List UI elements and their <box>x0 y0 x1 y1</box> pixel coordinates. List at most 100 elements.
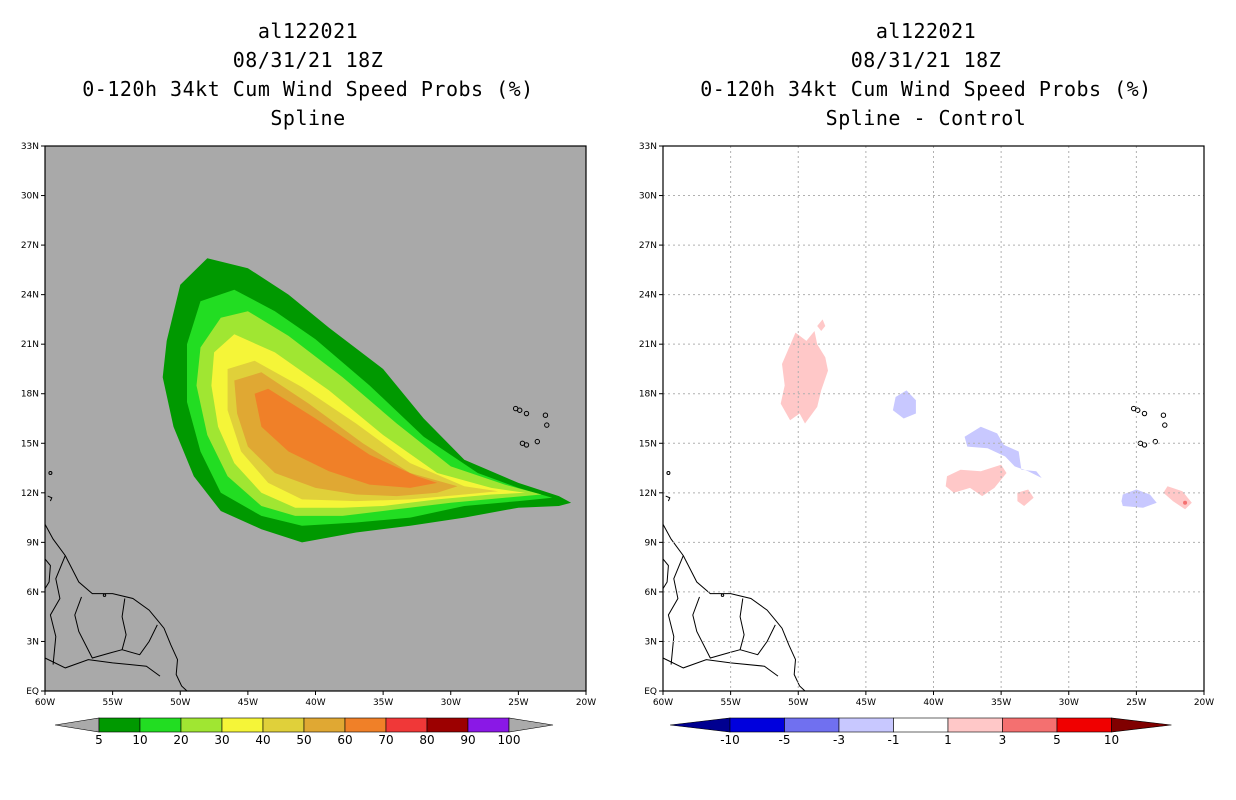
y-tick-label: 33N <box>21 142 39 152</box>
y-tick-label: 30N <box>21 192 39 202</box>
x-tick-label: 60W <box>35 698 55 708</box>
y-tick-label: 9N <box>645 538 657 548</box>
colorbar-swatch <box>303 717 346 733</box>
y-tick-label: 12N <box>639 489 657 499</box>
y-tick-label: 9N <box>27 538 39 548</box>
colorbar-swatch <box>893 717 949 733</box>
cabo-verde-island-3 <box>1160 412 1167 418</box>
cabo-verde-island-4 <box>1162 422 1168 428</box>
colorbar-label: -10 <box>720 733 740 747</box>
colorbar-label: 100 <box>498 733 521 747</box>
y-tick-label: 21N <box>21 340 39 350</box>
y-tick-label: 24N <box>21 291 39 301</box>
cabo-verde-island-5 <box>1152 438 1159 445</box>
cabo-verde-island-1 <box>517 407 523 413</box>
cabo-verde-island-4 <box>544 422 550 428</box>
x-tick-label: 40W <box>305 698 325 708</box>
left-probability-map: 60W 55W 50W 45W 40W 35W 30W 25W 20W EQ 3N 6N 9N 12N 15… <box>21 142 596 708</box>
x-tick-label: 50W <box>170 698 190 708</box>
colorbar-label: 30 <box>214 733 229 747</box>
right-storm-id: al122021 <box>875 19 977 43</box>
colorbar-low-arrow <box>670 717 731 733</box>
y-tick-label: 27N <box>21 241 39 251</box>
colorbar-swatch <box>385 717 428 733</box>
coastlines <box>44 405 550 692</box>
colorbar-high-arrow <box>1111 717 1172 733</box>
small-island <box>102 593 107 597</box>
right-datetime: 08/31/21 18Z <box>850 48 1002 72</box>
left-method-title: Spline <box>270 106 346 130</box>
colorbar-label: 90 <box>460 733 475 747</box>
x-tick-label: 55W <box>720 698 740 708</box>
colorbar-label: 3 <box>999 733 1007 747</box>
positive-difference-core <box>1183 500 1188 505</box>
colorbar-swatch <box>180 717 223 733</box>
colorbar-label: 70 <box>378 733 393 747</box>
french-guiana-border <box>739 598 776 656</box>
colorbar-swatch <box>467 717 510 733</box>
positive-difference-region-0 <box>780 331 828 424</box>
colorbar-label: 60 <box>337 733 352 747</box>
colorbar-label: 20 <box>173 733 188 747</box>
y-tick-label: 6N <box>27 588 39 598</box>
x-tick-label: 40W <box>923 698 943 708</box>
x-tick-label: 25W <box>1126 698 1146 708</box>
y-tick-label: 3N <box>27 637 39 647</box>
x-tick-label: 20W <box>576 698 596 708</box>
barbados-island <box>666 471 671 475</box>
positive-difference-region-1 <box>817 319 826 331</box>
y-tick-label: 30N <box>639 192 657 202</box>
barbados-island <box>48 471 53 475</box>
colorbar-label: 10 <box>1104 733 1119 747</box>
x-tick-label: 35W <box>373 698 393 708</box>
colorbar-label: -1 <box>888 733 900 747</box>
colorbar-swatch <box>344 717 387 733</box>
colorbar-swatch <box>729 717 785 733</box>
cabo-verde-island-7 <box>519 440 526 446</box>
y-tick-label: 12N <box>21 489 39 499</box>
negative-difference-region-6 <box>964 426 1042 478</box>
y-tick-label: 33N <box>639 142 657 152</box>
colorbar-label: 1 <box>944 733 952 747</box>
french-guiana-border <box>121 598 158 656</box>
venezuela-coast <box>44 558 51 589</box>
y-tick-label: 3N <box>645 637 657 647</box>
x-tick-label: 50W <box>788 698 808 708</box>
left-storm-id: al122021 <box>257 19 359 43</box>
cabo-verde-island-1 <box>1135 407 1141 413</box>
antilles-island <box>47 495 53 502</box>
right-difference-map: 60W 55W 50W 45W 40W 35W 30W 25W 20W EQ 3N 6N 9N 12N 15… <box>639 142 1214 708</box>
positive-difference-region-3 <box>1017 489 1034 506</box>
colorbar-label: 5 <box>95 733 103 747</box>
brazil-border <box>662 657 779 677</box>
antilles-island <box>665 495 671 502</box>
x-tick-label: 30W <box>441 698 461 708</box>
y-tick-label: 15N <box>639 439 657 449</box>
left-product-title: 0-120h 34kt Cum Wind Speed Probs (%) <box>82 77 534 101</box>
colorbar-swatch <box>139 717 182 733</box>
x-tick-label: 20W <box>1194 698 1214 708</box>
probability-contour-60 <box>254 388 438 488</box>
x-tick-label: 45W <box>856 698 876 708</box>
right-colorbar: -10 -5 -3 -1 1 3 5 10 <box>670 717 1172 747</box>
colorbar-swatch <box>221 717 264 733</box>
colorbar-label: 5 <box>1053 733 1061 747</box>
colorbar-swatch <box>262 717 305 733</box>
colorbar-high-arrow <box>508 717 554 733</box>
x-tick-label: 25W <box>508 698 528 708</box>
venezuela-coast <box>662 558 669 589</box>
x-tick-label: 45W <box>238 698 258 708</box>
colorbar-swatch <box>947 717 1003 733</box>
negative-difference-region-5 <box>892 390 916 419</box>
colorbar-label: 10 <box>132 733 147 747</box>
colorbar-label: 80 <box>419 733 434 747</box>
left-colorbar: 5 10 20 30 40 50 60 70 80 90 100 <box>55 717 554 747</box>
colorbar-label: 50 <box>296 733 311 747</box>
colorbar-label: 40 <box>255 733 270 747</box>
y-tick-label: 27N <box>639 241 657 251</box>
x-tick-label: 35W <box>991 698 1011 708</box>
negative-difference-region-7 <box>1121 489 1157 508</box>
right-panel-titles: al122021 08/31/21 18Z 0-120h 34kt Cum Wi… <box>646 17 1206 133</box>
positive-difference-region-2 <box>945 464 1007 497</box>
grid-lines <box>663 145 1204 691</box>
